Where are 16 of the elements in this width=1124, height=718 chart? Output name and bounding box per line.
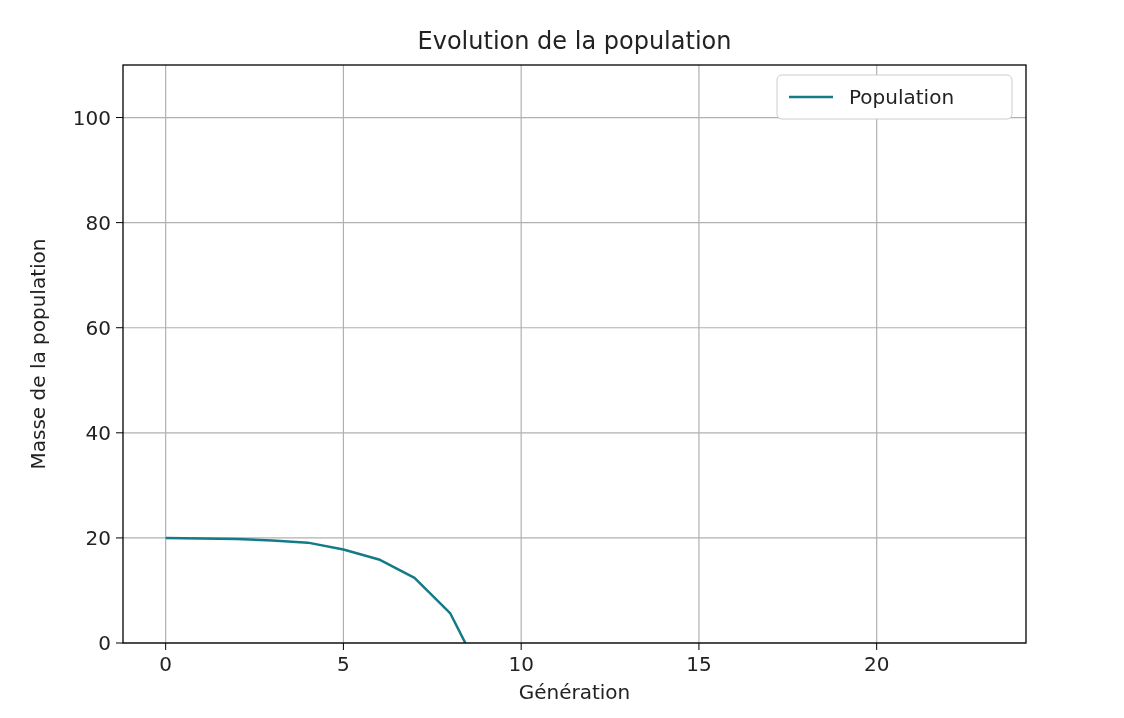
x-axis-title: Génération xyxy=(518,680,631,704)
x-tick-label: 20 xyxy=(863,652,890,676)
y-axis-title: Masse de la population xyxy=(26,238,50,470)
y-tick-label: 80 xyxy=(85,210,111,235)
chart-title: Evolution de la population xyxy=(417,27,732,55)
y-tick-label: 40 xyxy=(85,420,111,445)
x-tick-label: 5 xyxy=(337,652,350,676)
y-tick-label: 20 xyxy=(85,525,111,550)
y-tick-label: 0 xyxy=(98,631,111,655)
x-tick-label: 10 xyxy=(508,652,534,676)
x-tick-label: 15 xyxy=(686,652,712,676)
legend-label: Population xyxy=(849,85,955,109)
y-tick-label: 60 xyxy=(85,315,111,340)
x-tick-label: 0 xyxy=(159,652,173,676)
line-series xyxy=(164,536,467,643)
y-tick-label: 100 xyxy=(72,105,111,130)
